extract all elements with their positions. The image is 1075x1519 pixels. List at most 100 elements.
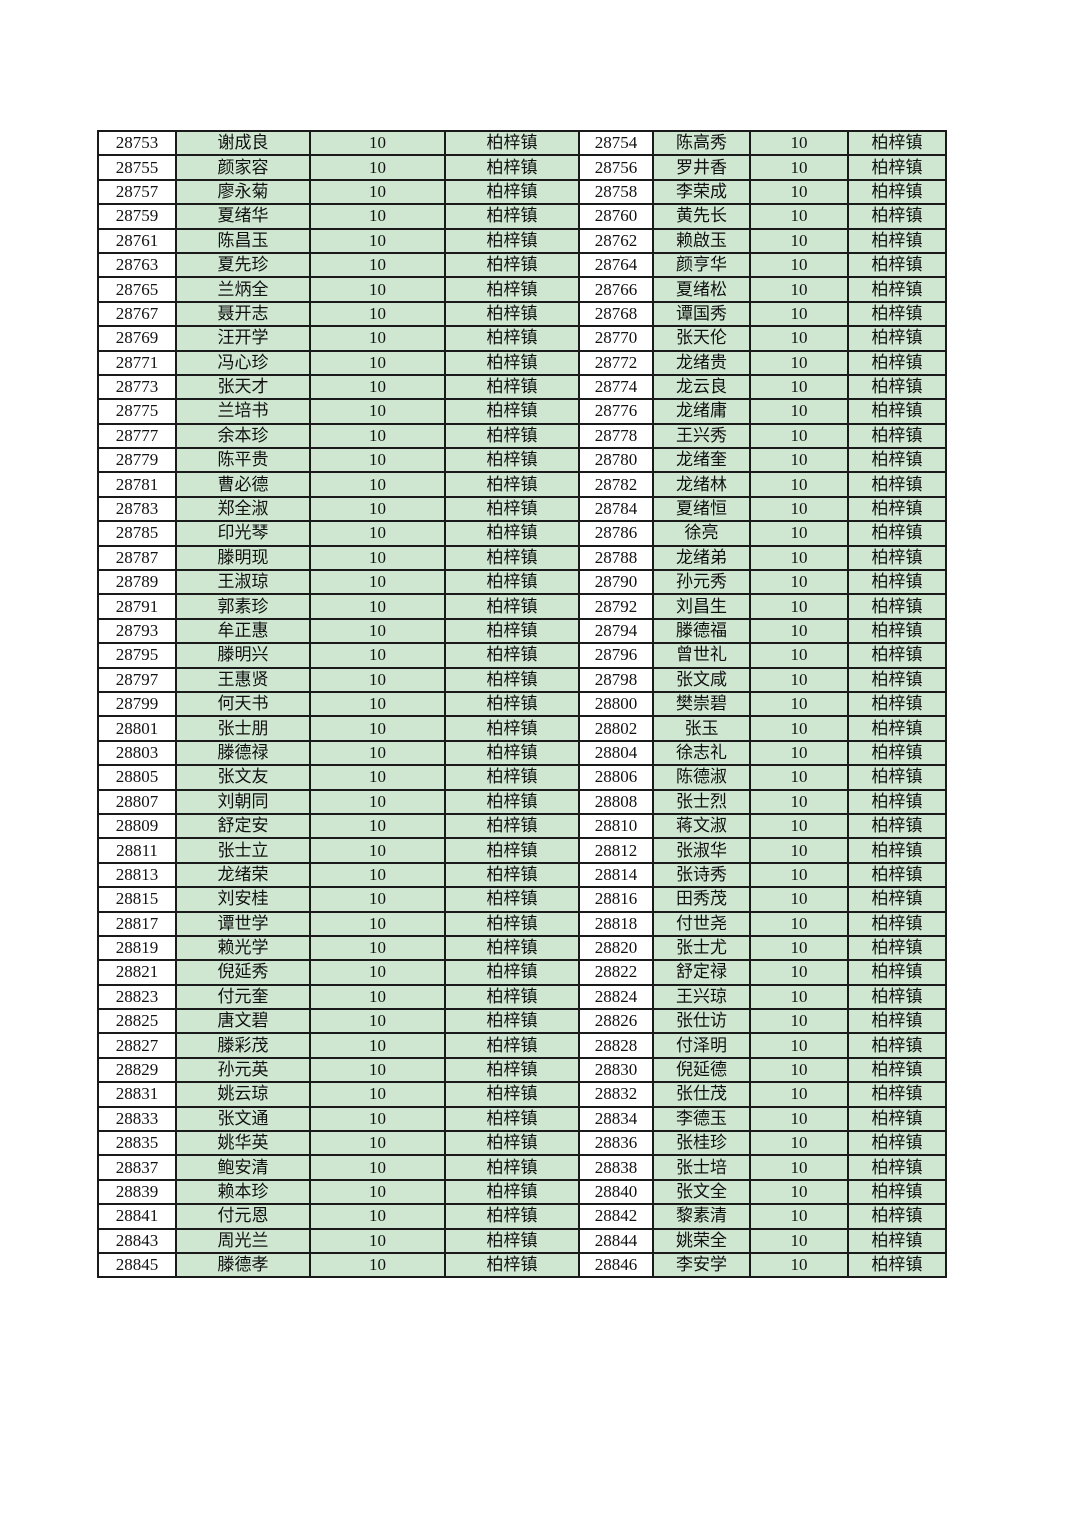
id-cell: 28809	[97, 812, 177, 840]
amount-cell: 10	[309, 544, 446, 572]
name-cell: 颜家容	[175, 154, 311, 181]
town-cell: 柏梓镇	[847, 1154, 947, 1181]
amount-cell: 10	[749, 1178, 849, 1206]
name-cell: 姚华英	[175, 1129, 311, 1157]
name-cell: 张诗秀	[652, 861, 751, 889]
town-cell: 柏梓镇	[444, 1251, 580, 1279]
amount-cell: 10	[749, 178, 849, 206]
town-cell: 柏梓镇	[444, 227, 580, 254]
name-cell: 冯心珍	[175, 349, 311, 376]
name-cell: 龙绪贵	[652, 349, 751, 376]
name-cell: 唐文碧	[175, 1008, 311, 1035]
amount-cell: 10	[749, 471, 849, 498]
id-cell: 28789	[97, 569, 177, 596]
table-row: 28815 刘安桂 10 柏梓镇 28816 田秀茂 10 柏梓镇	[97, 886, 947, 913]
name-cell: 罗井香	[652, 154, 751, 181]
name-cell: 刘昌生	[652, 593, 751, 620]
name-cell: 倪延德	[652, 1056, 751, 1084]
name-cell: 张仕茂	[652, 1081, 751, 1108]
name-cell: 鲍安清	[175, 1154, 311, 1181]
name-cell: 赖本珍	[175, 1178, 311, 1206]
amount-cell: 10	[309, 325, 446, 352]
id-cell: 28807	[97, 788, 177, 815]
name-cell: 黎素清	[652, 1203, 751, 1230]
table-row: 28761 陈昌玉 10 柏梓镇 28762 赖啟玉 10 柏梓镇	[97, 227, 947, 254]
town-cell: 柏梓镇	[444, 1129, 580, 1157]
amount-cell: 10	[309, 715, 446, 742]
name-cell: 滕德孝	[175, 1251, 311, 1279]
id-cell: 28821	[97, 959, 177, 986]
id-cell: 28800	[578, 690, 654, 718]
table-row: 28835 姚华英 10 柏梓镇 28836 张桂珍 10 柏梓镇	[97, 1129, 947, 1157]
town-cell: 柏梓镇	[847, 447, 947, 474]
name-cell: 姚荣全	[652, 1227, 751, 1254]
id-cell: 28780	[578, 447, 654, 474]
name-cell: 滕德禄	[175, 739, 311, 767]
town-cell: 柏梓镇	[847, 544, 947, 572]
amount-cell: 10	[309, 569, 446, 596]
amount-cell: 10	[749, 373, 849, 401]
name-cell: 廖永菊	[175, 178, 311, 206]
town-cell: 柏梓镇	[444, 569, 580, 596]
name-cell: 付泽明	[652, 1032, 751, 1059]
town-cell: 柏梓镇	[847, 715, 947, 742]
id-cell: 28766	[578, 276, 654, 303]
id-cell: 28817	[97, 910, 177, 937]
id-cell: 28767	[97, 300, 177, 328]
town-cell: 柏梓镇	[444, 1178, 580, 1206]
amount-cell: 10	[309, 1178, 446, 1206]
id-cell: 28826	[578, 1008, 654, 1035]
town-cell: 柏梓镇	[444, 325, 580, 352]
table-row: 28771 冯心珍 10 柏梓镇 28772 龙绪贵 10 柏梓镇	[97, 349, 947, 376]
id-cell: 28808	[578, 788, 654, 815]
table-row: 28839 赖本珍 10 柏梓镇 28840 张文全 10 柏梓镇	[97, 1178, 947, 1206]
amount-cell: 10	[749, 129, 849, 157]
amount-cell: 10	[309, 1203, 446, 1230]
id-cell: 28770	[578, 325, 654, 352]
amount-cell: 10	[309, 593, 446, 620]
amount-cell: 10	[309, 1251, 446, 1279]
id-cell: 28776	[578, 398, 654, 425]
town-cell: 柏梓镇	[444, 349, 580, 376]
name-cell: 倪延秀	[175, 959, 311, 986]
amount-cell: 10	[749, 715, 849, 742]
town-cell: 柏梓镇	[847, 154, 947, 181]
amount-cell: 10	[309, 788, 446, 815]
id-cell: 28813	[97, 861, 177, 889]
town-cell: 柏梓镇	[444, 398, 580, 425]
amount-cell: 10	[749, 910, 849, 937]
amount-cell: 10	[749, 1154, 849, 1181]
town-cell: 柏梓镇	[444, 1008, 580, 1035]
id-cell: 28753	[97, 129, 177, 157]
id-cell: 28763	[97, 251, 177, 279]
town-cell: 柏梓镇	[444, 203, 580, 230]
town-cell: 柏梓镇	[444, 1203, 580, 1230]
name-cell: 李荣成	[652, 178, 751, 206]
table-row: 28797 王惠贤 10 柏梓镇 28798 张文咸 10 柏梓镇	[97, 666, 947, 694]
town-cell: 柏梓镇	[847, 764, 947, 791]
id-cell: 28778	[578, 422, 654, 450]
town-cell: 柏梓镇	[847, 129, 947, 157]
name-cell: 王淑琼	[175, 569, 311, 596]
id-cell: 28772	[578, 349, 654, 376]
id-cell: 28794	[578, 617, 654, 645]
town-cell: 柏梓镇	[444, 276, 580, 303]
name-cell: 张桂珍	[652, 1129, 751, 1157]
id-cell: 28754	[578, 129, 654, 157]
amount-cell: 10	[309, 690, 446, 718]
name-cell: 兰炳全	[175, 276, 311, 303]
town-cell: 柏梓镇	[444, 300, 580, 328]
town-cell: 柏梓镇	[444, 910, 580, 937]
id-cell: 28757	[97, 178, 177, 206]
amount-cell: 10	[749, 1056, 849, 1084]
town-cell: 柏梓镇	[847, 203, 947, 230]
amount-cell: 10	[749, 934, 849, 962]
name-cell: 徐亮	[652, 520, 751, 547]
name-cell: 王兴秀	[652, 422, 751, 450]
table-row: 28789 王淑琼 10 柏梓镇 28790 孙元秀 10 柏梓镇	[97, 569, 947, 596]
id-cell: 28824	[578, 983, 654, 1011]
town-cell: 柏梓镇	[444, 373, 580, 401]
id-cell: 28768	[578, 300, 654, 328]
town-cell: 柏梓镇	[444, 934, 580, 962]
amount-cell: 10	[309, 129, 446, 157]
